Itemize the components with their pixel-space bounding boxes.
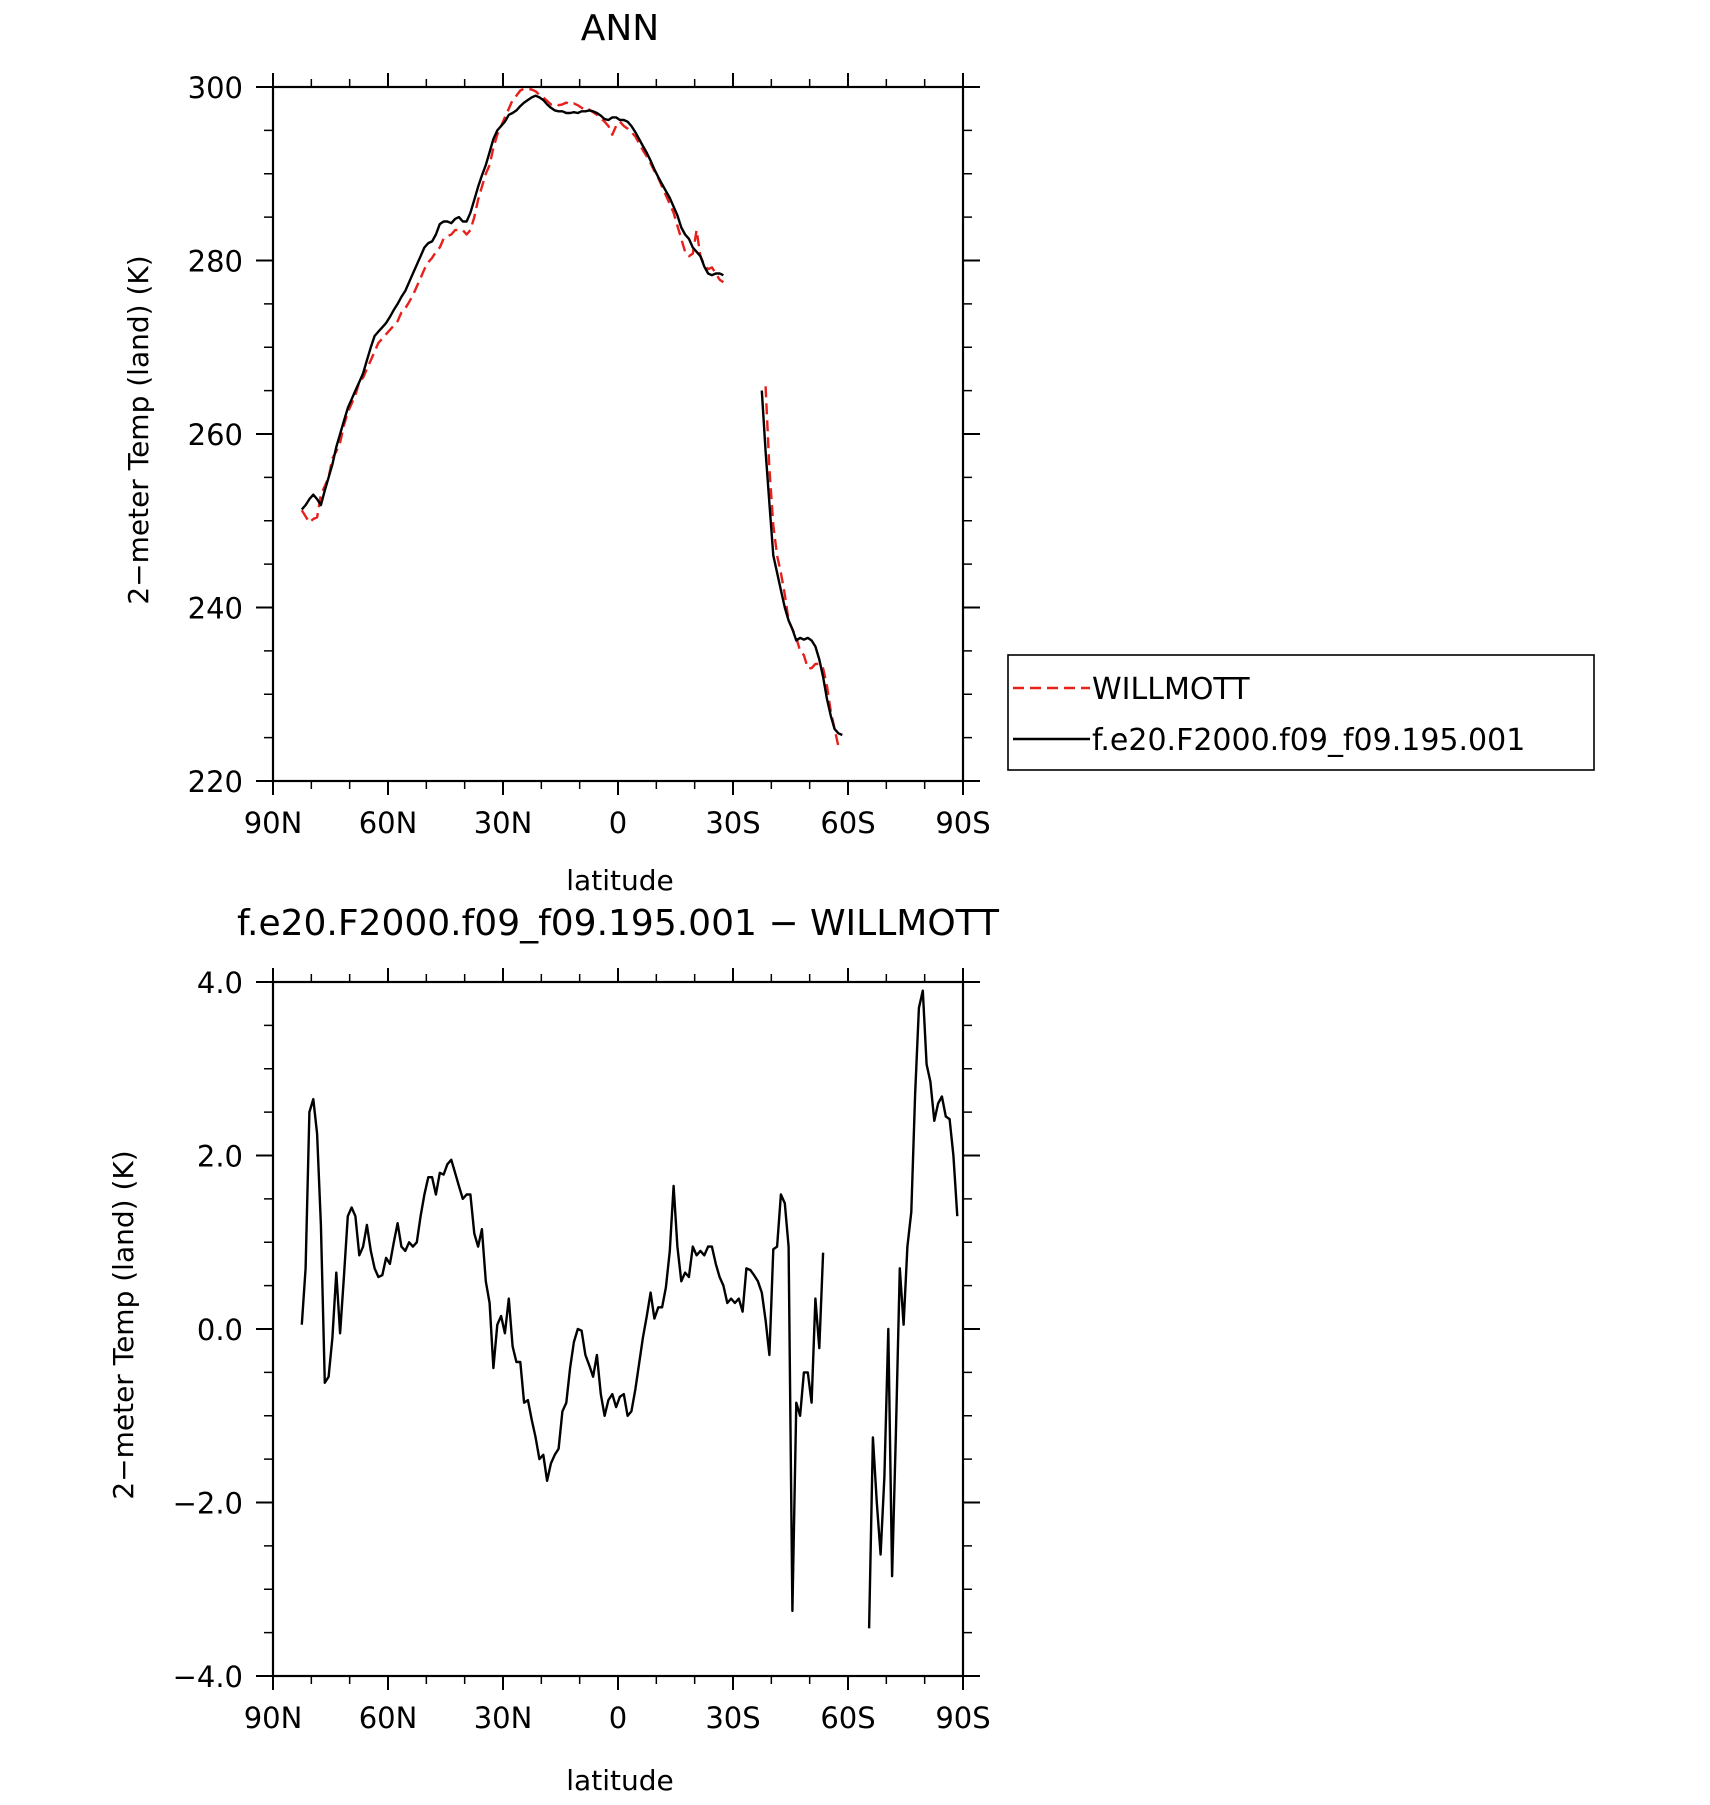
bottom-plot-title: f.e20.F2000.f09_f09.195.001 − WILLMOTT bbox=[237, 903, 1000, 944]
top-series-1-line-segment-0 bbox=[300, 94, 724, 511]
top-series-lines bbox=[300, 87, 843, 750]
top-y-axis-title: 2−meter Temp (land) (K) bbox=[122, 255, 155, 604]
bottom-axes: 90N 60N 30N 0 30S 60S 90S 4.0 2.0 0.0 −2.0 −4.0 bbox=[173, 966, 991, 1735]
top-y-tick-label: 280 bbox=[188, 245, 243, 279]
bottom-x-tick-label: 0 bbox=[609, 1701, 627, 1735]
top-x-tick-label: 90S bbox=[935, 806, 990, 840]
legend-label-model: f.e20.F2000.f09_f09.195.001 bbox=[1092, 723, 1525, 758]
top-series-1-line-segment-1 bbox=[760, 390, 843, 737]
top-series-0-line-segment-0 bbox=[300, 87, 725, 524]
top-plot-title: ANN bbox=[581, 8, 660, 49]
bottom-x-tick-label: 90S bbox=[935, 1701, 990, 1735]
top-y-tick-label: 220 bbox=[188, 765, 243, 799]
top-y-tick-label: 260 bbox=[188, 418, 243, 452]
bottom-x-tick-label: 30N bbox=[474, 1701, 533, 1735]
top-x-tick-label: 90N bbox=[244, 806, 303, 840]
top-x-tick-label: 60N bbox=[359, 806, 418, 840]
bottom-series-0-line-segment-0 bbox=[300, 1097, 825, 1613]
bottom-y-tick-label: 4.0 bbox=[197, 966, 243, 1000]
bottom-x-tick-label: 30S bbox=[705, 1701, 760, 1735]
bottom-y-axis-title: 2−meter Temp (land) (K) bbox=[107, 1150, 140, 1499]
bottom-series-lines bbox=[300, 989, 959, 1629]
top-series-0-line-segment-1 bbox=[764, 386, 843, 750]
top-x-tick-label: 30S bbox=[705, 806, 760, 840]
top-x-tick-label: 60S bbox=[820, 806, 875, 840]
top-x-tick-label: 30N bbox=[474, 806, 533, 840]
bottom-y-tick-label: 0.0 bbox=[197, 1313, 243, 1347]
bottom-panel: f.e20.F2000.f09_f09.195.001 − WILLMOTT 9… bbox=[107, 903, 1000, 1797]
top-y-tick-label: 240 bbox=[188, 592, 243, 626]
top-axes: 90N 60N 30N 0 30S 60S 90S 300 280 260 240 220 bbox=[188, 71, 991, 840]
bottom-x-axis-title: latitude bbox=[566, 1764, 673, 1797]
legend-box bbox=[1007, 654, 1595, 771]
legend: WILLMOTT f.e20.F2000.f09_f09.195.001 bbox=[1007, 654, 1595, 771]
legend-label-willmott: WILLMOTT bbox=[1092, 672, 1250, 707]
bottom-y-tick-label: 2.0 bbox=[197, 1140, 243, 1174]
bottom-series-0-line-segment-1 bbox=[867, 989, 959, 1629]
bottom-x-tick-label: 60N bbox=[359, 1701, 418, 1735]
top-x-axis-title: latitude bbox=[566, 864, 673, 897]
top-plot-frame bbox=[271, 85, 965, 783]
bottom-x-tick-label: 60S bbox=[820, 1701, 875, 1735]
bottom-y-tick-label: −4.0 bbox=[173, 1660, 243, 1694]
bottom-plot-frame bbox=[271, 980, 965, 1678]
top-y-tick-label: 300 bbox=[188, 71, 243, 105]
bottom-x-tick-label: 90N bbox=[244, 1701, 303, 1735]
top-x-tick-label: 0 bbox=[609, 806, 627, 840]
bottom-y-tick-label: −2.0 bbox=[173, 1487, 243, 1521]
top-panel: ANN 90N 60N 30N 0 30S 60S 90S 300 280 260 240 220 l… bbox=[122, 8, 1595, 897]
